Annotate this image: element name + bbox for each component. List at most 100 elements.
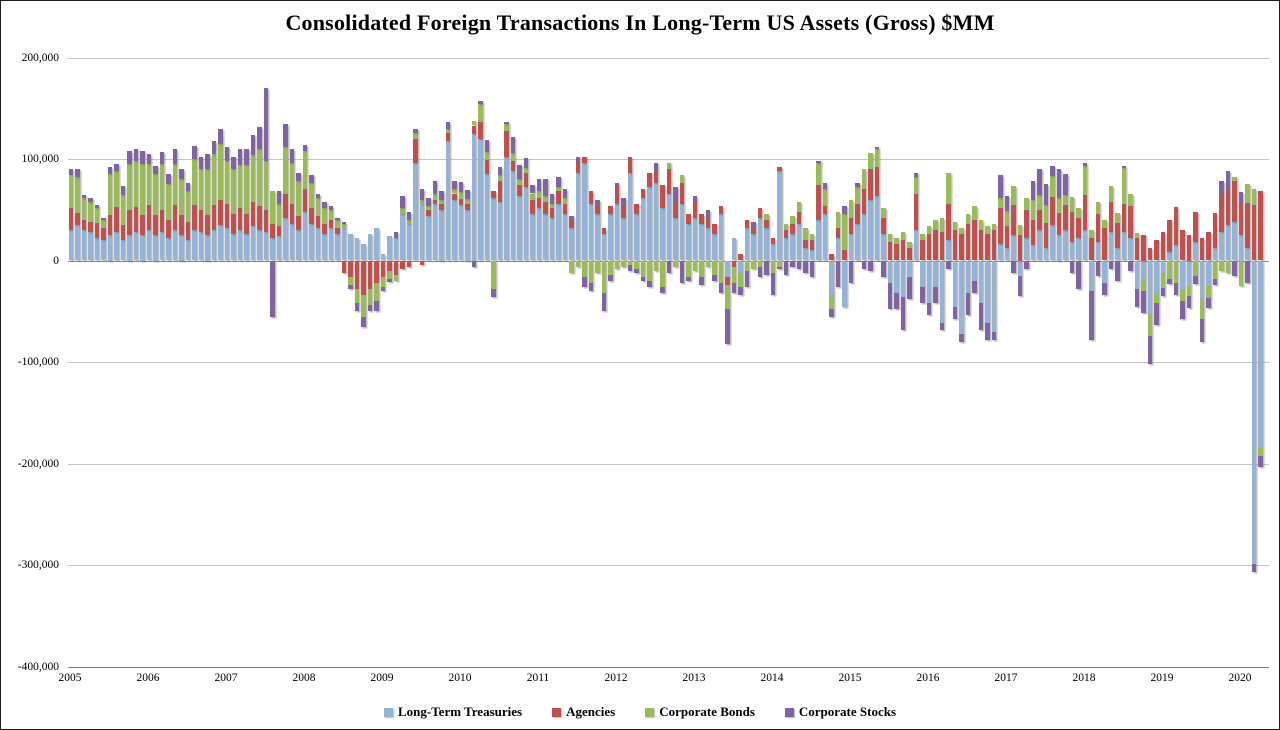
bar-segment-corporate-bonds bbox=[419, 199, 425, 204]
bar-segment-corporate-stocks bbox=[653, 163, 659, 172]
bar-segment-corporate-stocks bbox=[627, 264, 633, 271]
bar-segment-corporate-bonds bbox=[1095, 201, 1101, 214]
bar-segment-long-term-treasuries bbox=[647, 187, 652, 261]
bar-segment-corporate-stocks bbox=[523, 157, 529, 169]
bar-segment-corporate-stocks bbox=[432, 181, 438, 194]
bar-segment-agencies bbox=[166, 219, 171, 239]
y-axis-tick-label: 200,000 bbox=[21, 51, 59, 64]
bar-segment-corporate-stocks bbox=[887, 282, 893, 310]
bar-segment-corporate-bonds bbox=[1167, 260, 1172, 279]
bar-segment-corporate-stocks bbox=[263, 87, 269, 162]
bar-segment-corporate-bonds bbox=[159, 164, 165, 210]
bar-segment-corporate-bonds bbox=[634, 260, 639, 269]
bar-segment-agencies bbox=[478, 122, 483, 139]
treasuries-swatch-icon bbox=[383, 707, 393, 717]
bar-segment-corporate-stocks bbox=[445, 122, 451, 129]
x-axis-year-label: 2012 bbox=[604, 672, 628, 684]
bar-segment-agencies bbox=[621, 205, 626, 218]
bar-segment-corporate-bonds bbox=[1193, 260, 1198, 276]
bar-segment-long-term-treasuries bbox=[380, 254, 386, 261]
bar-segment-corporate-stocks bbox=[1225, 171, 1231, 190]
bar-segment-corporate-stocks bbox=[1238, 192, 1244, 203]
bar-segment-agencies bbox=[101, 228, 106, 241]
bar-segment-agencies bbox=[1199, 238, 1205, 261]
bar-segment-long-term-treasuries bbox=[1173, 245, 1179, 261]
bar-segment-corporate-bonds bbox=[621, 260, 626, 267]
bar-segment-corporate-stocks bbox=[835, 260, 841, 287]
bar-segment-corporate-stocks bbox=[244, 148, 249, 166]
bar-segment-corporate-bonds bbox=[387, 270, 392, 279]
bar-segment-corporate-bonds bbox=[946, 173, 951, 204]
bar-segment-agencies bbox=[1147, 248, 1153, 261]
bar-segment-agencies bbox=[1128, 205, 1133, 239]
bar-segment-agencies bbox=[978, 230, 984, 261]
bar-segment-agencies bbox=[686, 213, 691, 224]
bar-segment-long-term-treasuries bbox=[601, 234, 607, 261]
bar-segment-long-term-treasuries bbox=[1043, 248, 1049, 261]
bar-segment-agencies bbox=[1037, 209, 1042, 231]
bar-segment-corporate-bonds bbox=[1154, 292, 1159, 304]
bar-segment-agencies bbox=[244, 213, 249, 235]
bar-segment-corporate-stocks bbox=[328, 205, 334, 210]
bar-segment-corporate-stocks bbox=[75, 169, 80, 178]
bar-segment-agencies bbox=[991, 230, 997, 261]
bar-segment-corporate-stocks bbox=[699, 276, 704, 285]
bar-segment-agencies bbox=[1134, 238, 1140, 261]
bar-segment-corporate-bonds bbox=[848, 199, 854, 218]
bar-segment-agencies bbox=[153, 214, 158, 236]
bar-segment-corporate-stocks bbox=[471, 260, 477, 267]
bar-segment-long-term-treasuries bbox=[179, 235, 184, 261]
x-axis-year-label: 2008 bbox=[292, 672, 316, 684]
bar-segment-agencies bbox=[803, 240, 808, 249]
bar-segment-long-term-treasuries bbox=[549, 217, 555, 261]
bar-segment-long-term-treasuries bbox=[614, 203, 620, 261]
bar-segment-corporate-bonds bbox=[283, 146, 288, 194]
bar-segment-agencies bbox=[354, 260, 360, 289]
bar-segment-corporate-bonds bbox=[731, 266, 737, 283]
bar-segment-corporate-stocks bbox=[946, 260, 951, 269]
bar-segment-agencies bbox=[172, 204, 178, 231]
bar-segment-long-term-treasuries bbox=[328, 228, 334, 261]
bar-segment-long-term-treasuries bbox=[289, 223, 295, 261]
bar-segment-agencies bbox=[1193, 211, 1198, 243]
bar-segment-long-term-treasuries bbox=[783, 238, 789, 261]
bar-segment-agencies bbox=[1017, 235, 1023, 261]
bar-segment-corporate-bonds bbox=[1251, 189, 1257, 205]
bar-segment-corporate-stocks bbox=[985, 323, 990, 340]
bar-segment-corporate-stocks bbox=[621, 197, 626, 206]
bar-segment-corporate-bonds bbox=[504, 124, 509, 131]
bar-segment-long-term-treasuries bbox=[270, 238, 275, 261]
bar-segment-corporate-stocks bbox=[1212, 278, 1218, 285]
bar-segment-corporate-bonds bbox=[120, 194, 126, 225]
bar-segment-agencies bbox=[1167, 219, 1172, 253]
bar-segment-agencies bbox=[484, 160, 490, 175]
bar-segment-agencies bbox=[887, 242, 893, 261]
chart-title: Consolidated Foreign Transactions In Lon… bbox=[285, 10, 995, 35]
bar-segment-corporate-bonds bbox=[575, 260, 581, 267]
bar-segment-corporate-stocks bbox=[68, 169, 74, 176]
bar-segment-agencies bbox=[335, 228, 340, 235]
bar-segment-long-term-treasuries bbox=[224, 228, 230, 261]
bar-segment-long-term-treasuries bbox=[835, 238, 841, 261]
bar-segment-corporate-bonds bbox=[991, 223, 997, 231]
bar-segment-corporate-bonds bbox=[985, 225, 990, 235]
bar-segment-agencies bbox=[575, 161, 581, 174]
bar-segment-corporate-stocks bbox=[1089, 290, 1094, 340]
bar-segment-long-term-treasuries bbox=[621, 217, 626, 261]
bar-segment-agencies bbox=[523, 173, 529, 188]
bar-segment-agencies bbox=[510, 161, 516, 172]
bar-segment-corporate-stocks bbox=[231, 156, 236, 170]
bar-segment-agencies bbox=[718, 205, 724, 214]
bar-segment-corporate-bonds bbox=[647, 260, 652, 281]
bar-segment-long-term-treasuries bbox=[543, 213, 548, 261]
bar-segment-corporate-bonds bbox=[88, 201, 93, 222]
bar-segment-corporate-bonds bbox=[562, 197, 568, 204]
bar-segment-corporate-stocks bbox=[1206, 298, 1211, 309]
bar-segment-agencies bbox=[276, 225, 282, 237]
bar-segment-long-term-treasuries bbox=[770, 244, 776, 261]
bar-segment-corporate-bonds bbox=[270, 191, 275, 224]
bar-segment-corporate-stocks bbox=[94, 204, 100, 208]
bar-segment-long-term-treasuries bbox=[393, 238, 399, 261]
bar-segment-long-term-treasuries bbox=[556, 203, 561, 261]
bar-segment-corporate-bonds bbox=[744, 260, 750, 271]
